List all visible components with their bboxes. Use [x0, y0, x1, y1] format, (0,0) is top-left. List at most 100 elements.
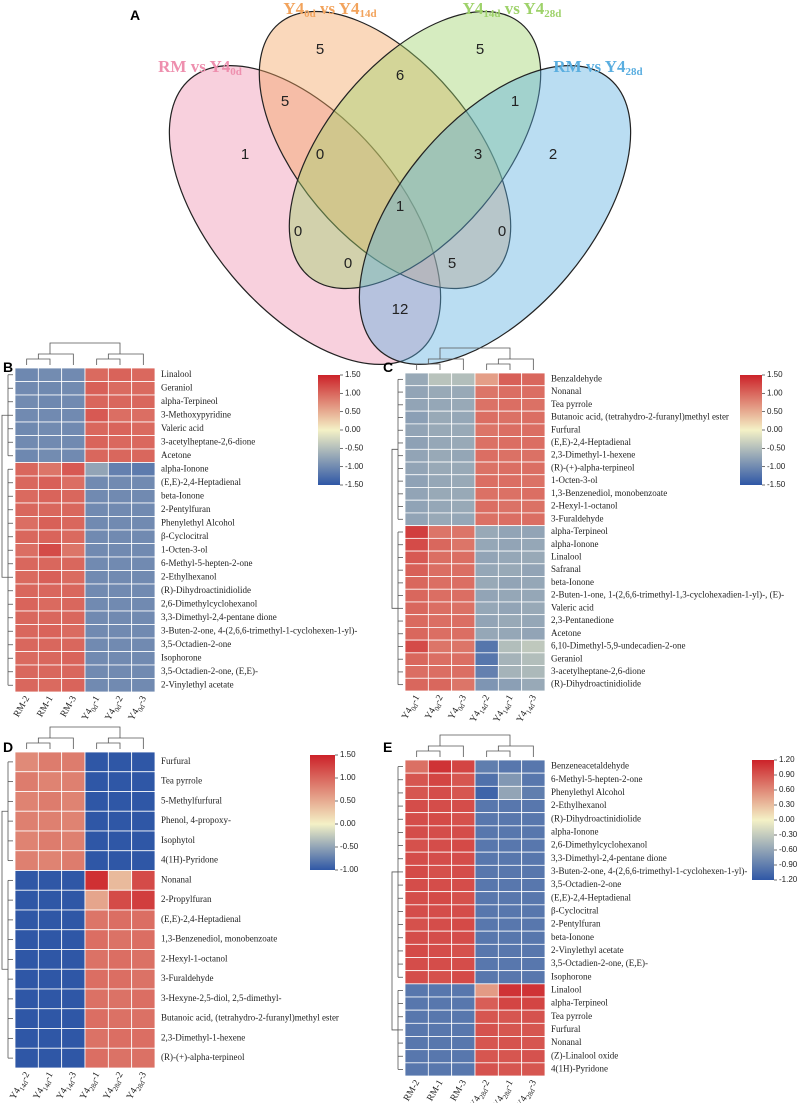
subscript: 0d	[113, 703, 124, 713]
heatmap-cell	[14, 597, 39, 612]
heatmap-cell	[451, 499, 476, 514]
heatmap-cell	[404, 838, 429, 853]
heatmap-cell	[427, 614, 453, 628]
heatmap-cell	[474, 677, 499, 692]
heatmap-cell	[37, 810, 63, 832]
heatmap-cell	[107, 889, 133, 911]
heatmap-cell	[61, 850, 86, 871]
heatmap-cell	[427, 1022, 453, 1037]
heatmap-cell	[521, 1049, 546, 1064]
heatmap-cell	[404, 996, 429, 1011]
heatmap-cell	[37, 1028, 63, 1049]
heatmap-cell	[474, 576, 499, 590]
heatmap-cell	[61, 637, 86, 652]
heatmap-cell	[497, 563, 523, 577]
row-label: 2,3-Dimethyl-1-hexene	[551, 450, 635, 460]
venn-set	[168, 64, 442, 366]
row-label: 6-Methyl-5-hepten-2-one	[551, 774, 642, 784]
heatmap-cell	[84, 988, 109, 1010]
dendrogram	[439, 347, 511, 359]
heatmap-cell	[521, 878, 546, 893]
heatmap-cell	[84, 381, 109, 396]
row-label: Butanoic acid, (tetrahydro-2-furanyl)met…	[551, 412, 729, 422]
heatmap-cell	[404, 1036, 429, 1051]
heatmap-cell	[451, 864, 476, 879]
heatmap-cell	[61, 651, 86, 666]
heatmap-cell	[61, 516, 86, 531]
heatmap-cell	[497, 957, 523, 972]
text-part: RM vs Y4	[158, 57, 231, 76]
row-label: 3-Buten-2-one, 4-(2,6,6-trimethyl-1-cycl…	[161, 625, 357, 635]
heatmap-cell	[521, 639, 546, 654]
heatmap-cell	[474, 448, 499, 463]
heatmap-cell	[84, 771, 109, 792]
heatmap-cell	[14, 516, 39, 531]
heatmap-cell	[427, 627, 453, 641]
heatmap-cell	[427, 970, 453, 985]
heatmap-cell	[451, 838, 476, 853]
heatmap-cell	[61, 968, 86, 990]
region-count: 3	[474, 146, 482, 163]
heatmap-cell	[497, 996, 523, 1011]
heatmap-cell	[107, 909, 133, 931]
heatmap-cell	[451, 904, 476, 919]
heatmap-cell	[427, 812, 453, 827]
heatmap-cell	[404, 563, 429, 577]
heatmap-cell	[404, 627, 429, 641]
row-label: 3-Methoxypyridine	[161, 409, 231, 419]
heatmap-cell	[451, 1036, 476, 1051]
heatmap-cell	[427, 665, 453, 679]
subscript: 0d	[136, 703, 147, 713]
heatmap-cell	[521, 1062, 546, 1077]
row-label: (E,E)-2,4-Heptadienal	[161, 477, 241, 487]
text-part: Y4	[463, 0, 484, 18]
heatmap-cell	[61, 1047, 86, 1069]
heatmap-cell	[404, 665, 429, 679]
row-label: (R)-Dihydroactinidiolide	[161, 585, 251, 595]
panel-letter: B	[3, 359, 13, 375]
heatmap-cell	[474, 1009, 499, 1024]
heatmap-cell	[404, 448, 429, 463]
heatmap-cell	[521, 652, 546, 666]
heatmap-cell	[61, 408, 86, 423]
heatmap-cell	[474, 614, 499, 628]
heatmap-cell	[497, 550, 523, 565]
heatmap-cell	[474, 1036, 499, 1051]
row-label: 3-acetylheptane-2,6-dione	[551, 666, 645, 676]
heatmap-cell	[474, 537, 499, 552]
text-part: Y4	[469, 1094, 484, 1103]
heatmap-cell	[521, 436, 546, 450]
heatmap-cell	[107, 637, 133, 652]
heatmap-cell	[131, 570, 156, 585]
heatmap-cell	[521, 996, 546, 1011]
heatmap-cell	[84, 751, 109, 773]
heatmap-cell	[14, 664, 39, 679]
colorbar	[752, 760, 774, 880]
heatmap-cell	[474, 652, 499, 666]
panel-letter: C	[383, 359, 393, 375]
heatmap-cell	[521, 812, 546, 827]
heatmap-cell	[521, 372, 546, 387]
heatmap-cell	[521, 525, 546, 539]
heatmap-cell	[404, 851, 429, 866]
colorbar-tick-label: -1.20	[779, 875, 798, 884]
heatmap-cell	[474, 588, 499, 603]
heatmap-cell	[84, 516, 109, 531]
heatmap-cell	[61, 1008, 86, 1029]
heatmap-cell	[427, 639, 453, 654]
heatmap-cell	[521, 537, 546, 552]
heatmap-cell	[107, 502, 133, 517]
heatmap-cell	[131, 462, 156, 477]
heatmap-cell	[451, 563, 476, 577]
heatmap-cell	[451, 785, 476, 800]
text-part: RM-3	[449, 1078, 469, 1103]
heatmap-cell	[131, 556, 156, 571]
heatmap-cell	[61, 597, 86, 612]
row-label: 2-Pentylfuran	[161, 504, 211, 514]
heatmap-cell	[404, 372, 429, 387]
heatmap-cell	[451, 601, 476, 616]
heatmap-cell	[61, 771, 86, 792]
colorbar-tick-label: 1.50	[767, 370, 783, 379]
heatmap-cell	[451, 957, 476, 972]
dendrogram	[96, 737, 144, 749]
